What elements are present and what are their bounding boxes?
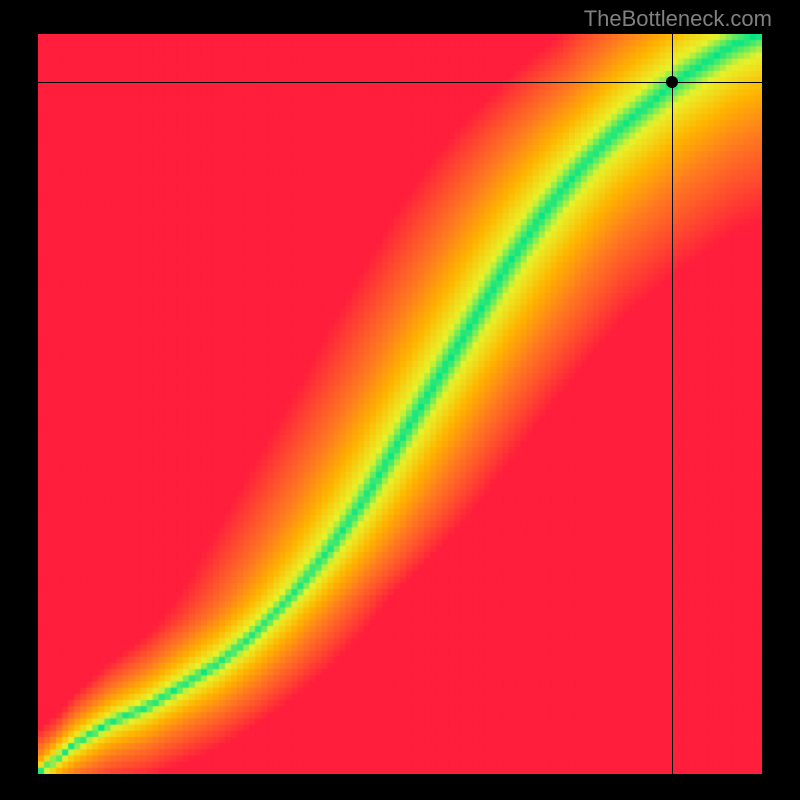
heatmap-canvas bbox=[38, 34, 762, 774]
crosshair-horizontal bbox=[38, 82, 762, 83]
crosshair-vertical bbox=[672, 34, 673, 774]
crosshair-point bbox=[666, 76, 678, 88]
watermark-text: TheBottleneck.com bbox=[584, 6, 772, 32]
bottleneck-heatmap bbox=[38, 34, 762, 774]
